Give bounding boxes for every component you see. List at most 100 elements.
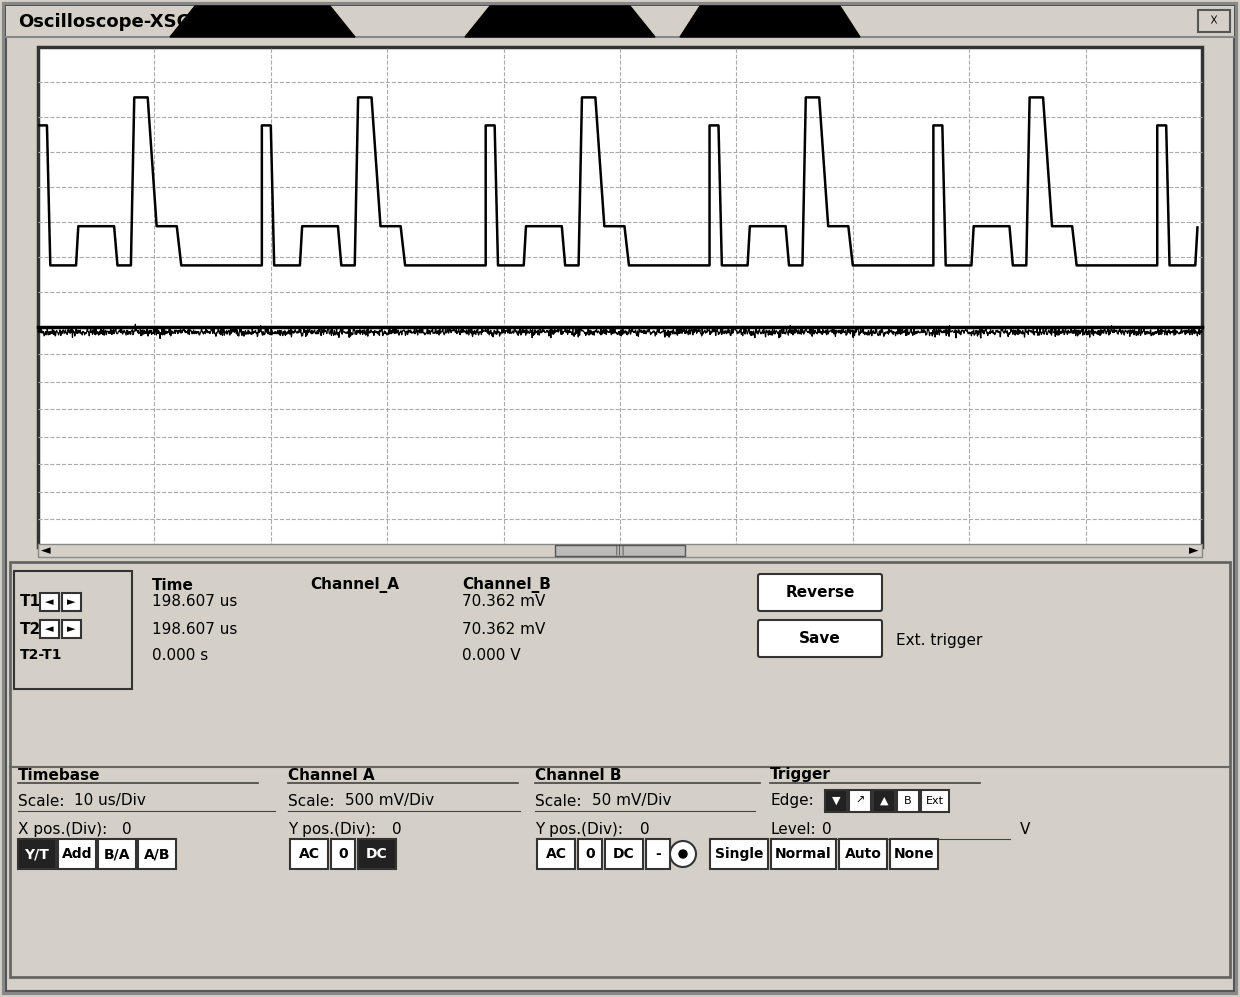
Text: 198.607 us: 198.607 us — [153, 621, 237, 636]
Bar — [921, 790, 949, 812]
Text: 0.000 s: 0.000 s — [153, 647, 208, 662]
Text: Trigger: Trigger — [770, 768, 831, 783]
Bar — [873, 790, 895, 812]
Text: 0: 0 — [339, 847, 347, 861]
Bar — [578, 839, 601, 869]
Text: None: None — [894, 847, 934, 861]
Text: AC: AC — [546, 847, 567, 861]
Text: T2: T2 — [20, 621, 41, 636]
Text: Ext. trigger: Ext. trigger — [897, 633, 982, 648]
Bar — [771, 839, 836, 869]
Text: X pos.(Div):: X pos.(Div): — [19, 822, 107, 836]
Polygon shape — [170, 6, 355, 37]
Text: 0: 0 — [822, 822, 832, 836]
Text: ☓: ☓ — [1210, 14, 1218, 29]
Text: DC: DC — [613, 847, 635, 861]
Text: ►: ► — [67, 624, 76, 634]
Bar — [19, 839, 56, 869]
Bar — [6, 6, 1234, 37]
Text: Level:: Level: — [770, 822, 816, 836]
Circle shape — [680, 850, 687, 858]
Bar — [897, 790, 919, 812]
Text: Channel_A: Channel_A — [310, 577, 399, 593]
Bar — [849, 790, 870, 812]
Text: Auto: Auto — [844, 847, 882, 861]
Text: ►: ► — [67, 597, 76, 607]
Bar — [556, 545, 684, 556]
Text: 70.362 mV: 70.362 mV — [463, 594, 546, 609]
Text: Scale:: Scale: — [19, 794, 64, 809]
Text: Scale:: Scale: — [534, 794, 582, 809]
FancyBboxPatch shape — [758, 620, 882, 657]
Bar — [98, 839, 136, 869]
Text: ▼: ▼ — [832, 796, 841, 806]
Bar — [605, 839, 644, 869]
Bar — [825, 790, 847, 812]
Text: Oscilloscope-XSC5: Oscilloscope-XSC5 — [19, 13, 202, 31]
Bar — [711, 839, 768, 869]
Bar — [14, 571, 131, 689]
Text: Ext: Ext — [926, 796, 944, 806]
Text: ◄: ◄ — [45, 597, 53, 607]
Bar — [62, 593, 81, 611]
Text: DC: DC — [366, 847, 388, 861]
Text: 10 us/Div: 10 us/Div — [74, 794, 146, 809]
Text: A/B: A/B — [144, 847, 170, 861]
Polygon shape — [680, 6, 861, 37]
Text: ↗: ↗ — [856, 796, 864, 806]
Text: B: B — [904, 796, 911, 806]
Text: 50 mV/Div: 50 mV/Div — [591, 794, 672, 809]
Text: T2-T1: T2-T1 — [20, 648, 62, 662]
Text: Channel A: Channel A — [288, 768, 374, 783]
Bar — [331, 839, 355, 869]
Circle shape — [670, 841, 696, 867]
Text: Reverse: Reverse — [785, 585, 854, 600]
Text: ►: ► — [1189, 544, 1199, 557]
Text: Time: Time — [153, 577, 193, 592]
Bar — [890, 839, 937, 869]
Text: AC: AC — [299, 847, 320, 861]
Bar — [839, 839, 887, 869]
Text: 0: 0 — [585, 847, 595, 861]
Text: Y pos.(Div):: Y pos.(Div): — [534, 822, 622, 836]
Text: 70.362 mV: 70.362 mV — [463, 621, 546, 636]
Bar — [138, 839, 176, 869]
Bar — [358, 839, 396, 869]
Text: Timebase: Timebase — [19, 768, 100, 783]
Text: 0: 0 — [392, 822, 402, 836]
Bar — [646, 839, 670, 869]
Text: Save: Save — [799, 631, 841, 646]
Text: -: - — [655, 847, 661, 861]
Text: 500 mV/Div: 500 mV/Div — [345, 794, 434, 809]
Bar — [290, 839, 329, 869]
Text: Edge:: Edge: — [770, 794, 813, 809]
Text: B/A: B/A — [104, 847, 130, 861]
Text: Scale:: Scale: — [288, 794, 335, 809]
Bar — [38, 544, 1202, 557]
Bar — [40, 593, 60, 611]
Text: ▲: ▲ — [879, 796, 888, 806]
Text: 0: 0 — [122, 822, 131, 836]
Text: V: V — [1021, 822, 1030, 836]
Text: ◄: ◄ — [41, 544, 51, 557]
Bar — [40, 620, 60, 638]
Text: Y pos.(Div):: Y pos.(Div): — [288, 822, 376, 836]
Bar — [537, 839, 575, 869]
Bar — [10, 562, 1230, 977]
Text: |||: ||| — [615, 544, 625, 555]
Text: 198.607 us: 198.607 us — [153, 594, 237, 609]
Text: Channel B: Channel B — [534, 768, 621, 783]
Text: Y/T: Y/T — [25, 847, 50, 861]
Text: Channel_B: Channel_B — [463, 577, 551, 593]
Text: T1: T1 — [20, 594, 41, 609]
Bar — [1198, 10, 1230, 32]
Text: ◄: ◄ — [45, 624, 53, 634]
Text: Add: Add — [62, 847, 92, 861]
Bar — [62, 620, 81, 638]
Text: 0.000 V: 0.000 V — [463, 647, 521, 662]
Text: Single: Single — [714, 847, 764, 861]
FancyBboxPatch shape — [758, 574, 882, 611]
Bar — [58, 839, 95, 869]
Bar — [38, 47, 1202, 547]
Text: Normal: Normal — [775, 847, 832, 861]
